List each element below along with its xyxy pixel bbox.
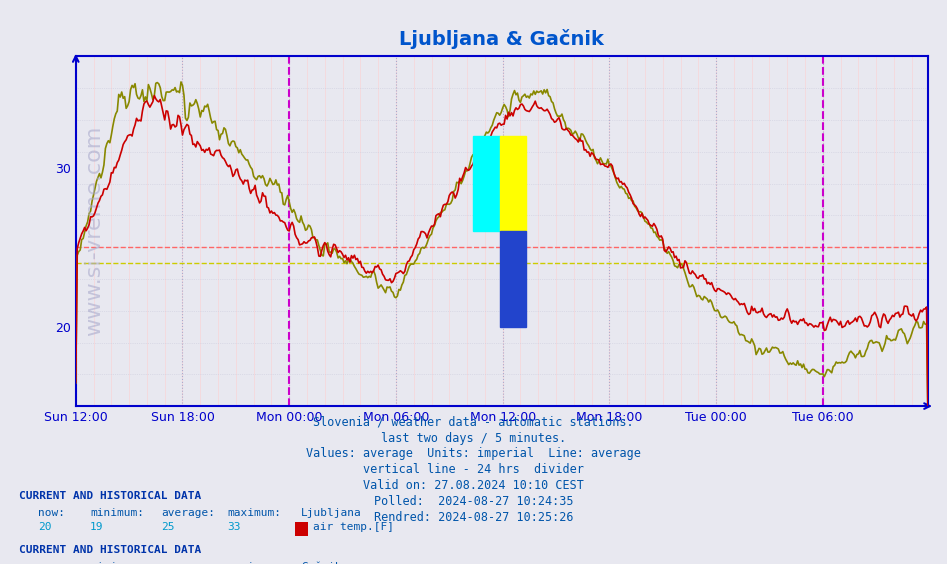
Text: maximum:: maximum: xyxy=(227,508,281,518)
Text: minimum:: minimum: xyxy=(90,508,144,518)
Text: now:: now: xyxy=(38,562,65,564)
Text: Ljubljana: Ljubljana xyxy=(301,508,362,518)
Text: average:: average: xyxy=(161,562,215,564)
Text: average:: average: xyxy=(161,508,215,518)
Text: 33: 33 xyxy=(227,522,241,532)
Text: minimum:: minimum: xyxy=(90,562,144,564)
Bar xyxy=(500,136,527,231)
Text: maximum:: maximum: xyxy=(227,562,281,564)
Text: Valid on: 27.08.2024 10:10 CEST: Valid on: 27.08.2024 10:10 CEST xyxy=(363,479,584,492)
Text: Values: average  Units: imperial  Line: average: Values: average Units: imperial Line: av… xyxy=(306,447,641,460)
Text: Polled:  2024-08-27 10:24:35: Polled: 2024-08-27 10:24:35 xyxy=(374,495,573,508)
Text: Rendred: 2024-08-27 10:25:26: Rendred: 2024-08-27 10:25:26 xyxy=(374,510,573,523)
Text: vertical line - 24 hrs  divider: vertical line - 24 hrs divider xyxy=(363,463,584,476)
Text: 25: 25 xyxy=(161,522,174,532)
Text: Slovenia / weather data - automatic stations.: Slovenia / weather data - automatic stat… xyxy=(313,416,634,429)
Text: CURRENT AND HISTORICAL DATA: CURRENT AND HISTORICAL DATA xyxy=(19,491,201,501)
Bar xyxy=(500,231,527,327)
Text: air temp.[F]: air temp.[F] xyxy=(313,522,394,532)
Bar xyxy=(473,136,500,231)
Text: 19: 19 xyxy=(90,522,103,532)
Text: Gačnik: Gačnik xyxy=(301,562,342,564)
Text: www.si-vreme.com: www.si-vreme.com xyxy=(84,126,104,337)
Text: 20: 20 xyxy=(38,522,51,532)
Title: Ljubljana & Gačnik: Ljubljana & Gačnik xyxy=(400,29,604,49)
Text: now:: now: xyxy=(38,508,65,518)
Text: CURRENT AND HISTORICAL DATA: CURRENT AND HISTORICAL DATA xyxy=(19,545,201,555)
Text: last two days / 5 minutes.: last two days / 5 minutes. xyxy=(381,431,566,444)
